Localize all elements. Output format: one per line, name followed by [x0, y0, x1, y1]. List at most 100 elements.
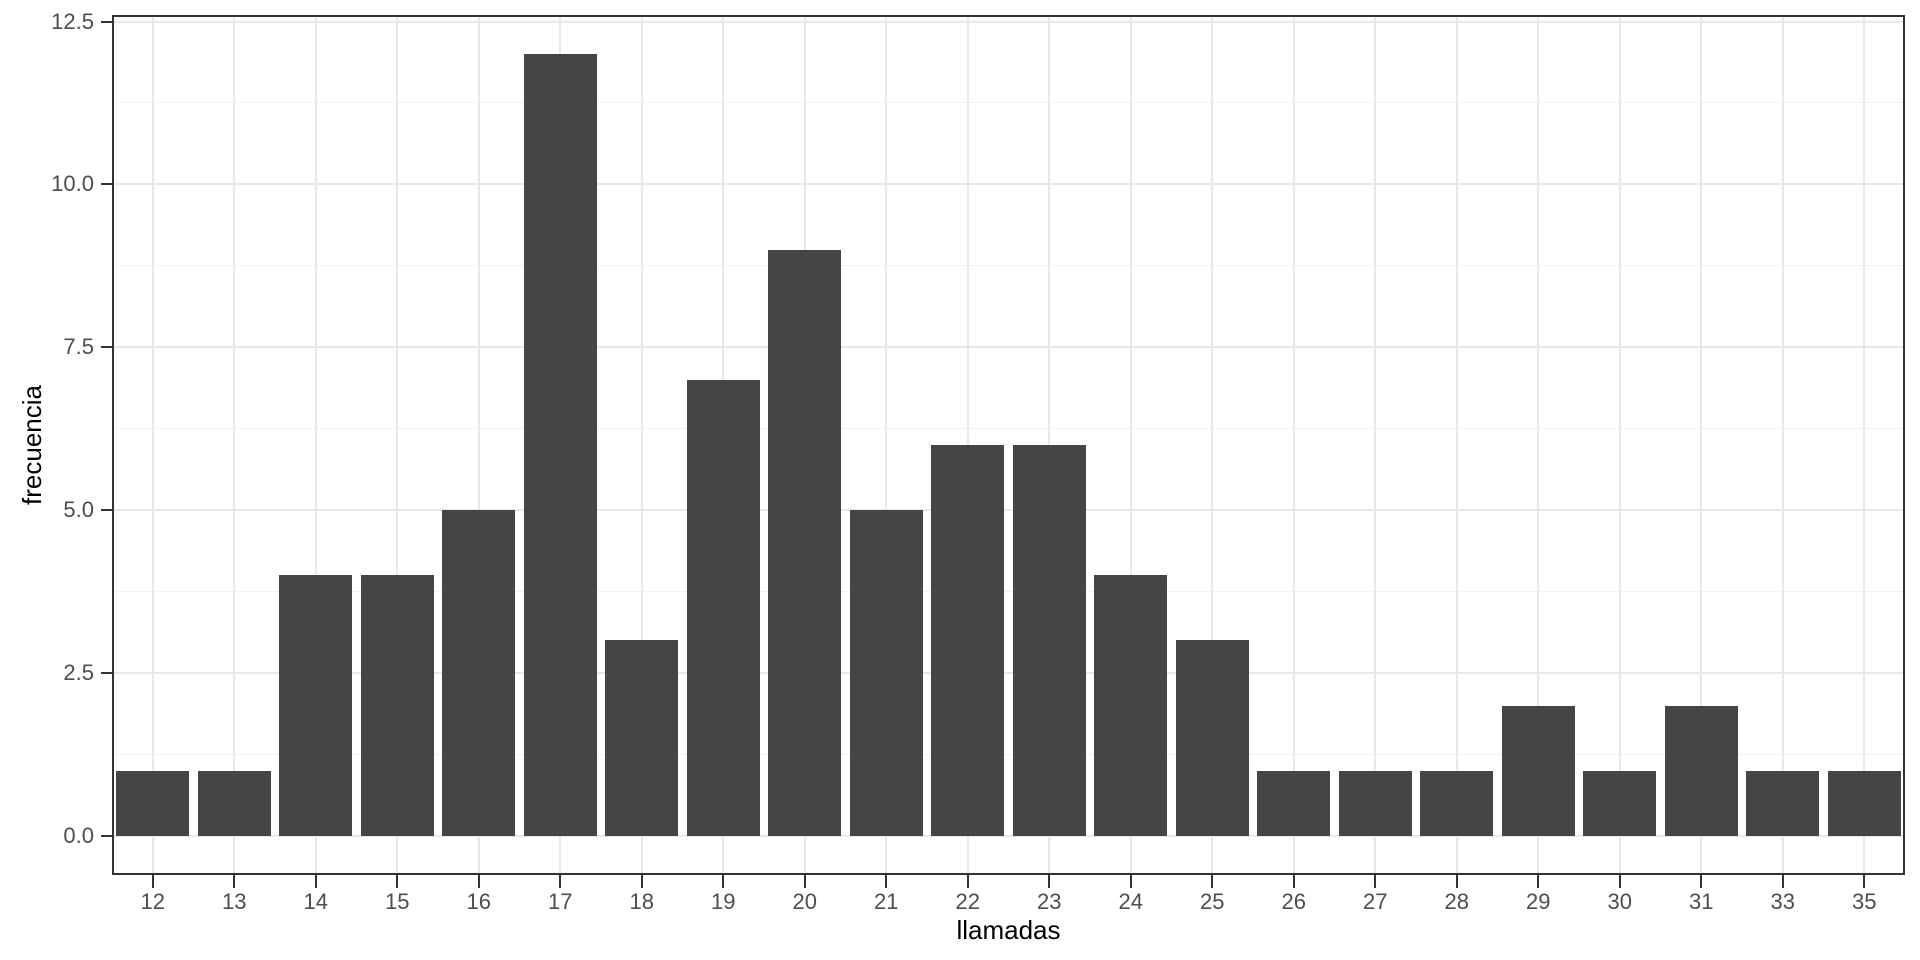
bar-12 [116, 770, 190, 836]
x-tick-label: 35 [1852, 889, 1877, 914]
bar-22 [931, 445, 1005, 836]
x-tick-label: 21 [874, 889, 899, 914]
x-tick-label: 20 [792, 889, 817, 914]
gridline-major-vertical [1129, 15, 1132, 875]
x-tick-mark [151, 875, 154, 888]
bar-31 [1664, 705, 1738, 836]
x-tick-mark [885, 875, 888, 888]
x-tick-mark [1211, 875, 1214, 888]
bar-35 [1827, 770, 1901, 836]
gridline-major-vertical [1374, 15, 1377, 875]
x-tick-mark [1863, 875, 1866, 888]
gridline-major-vertical [1292, 15, 1295, 875]
x-tick-mark [803, 875, 806, 888]
y-tick-label: 2.5 [63, 660, 94, 686]
bar-18 [605, 640, 679, 836]
x-tick-mark [1455, 875, 1458, 888]
bar-33 [1746, 770, 1820, 836]
plot-panel [112, 15, 1905, 875]
gridline-minor-horizontal [112, 102, 1905, 104]
bar-13 [197, 770, 271, 836]
x-tick-label: 17 [548, 889, 573, 914]
x-tick-mark [1700, 875, 1703, 888]
x-tick-label: 31 [1689, 889, 1714, 914]
gridline-minor-horizontal [112, 265, 1905, 267]
bar-27 [1338, 770, 1412, 836]
x-tick-mark [1129, 875, 1132, 888]
x-tick-label: 29 [1526, 889, 1551, 914]
gridline-major-horizontal [112, 834, 1905, 837]
x-tick-label: 12 [140, 889, 165, 914]
y-tick-label: 10.0 [51, 171, 94, 197]
bar-19 [686, 379, 760, 836]
y-tick-label: 0.0 [63, 822, 94, 848]
x-tick-mark [1292, 875, 1295, 888]
gridline-major-horizontal [112, 20, 1905, 23]
x-tick-mark [396, 875, 399, 888]
gridline-major-horizontal [112, 183, 1905, 186]
x-tick-label: 24 [1118, 889, 1143, 914]
x-tick-label: 30 [1607, 889, 1632, 914]
x-tick-label: 14 [303, 889, 328, 914]
x-tick-label: 13 [222, 889, 247, 914]
gridline-major-vertical [1211, 15, 1214, 875]
bar-29 [1501, 705, 1575, 836]
x-tick-label: 28 [1444, 889, 1469, 914]
gridline-major-vertical [1700, 15, 1703, 875]
x-tick-mark [722, 875, 725, 888]
gridline-minor-horizontal [112, 428, 1905, 430]
x-tick-mark [966, 875, 969, 888]
y-tick-mark [101, 509, 112, 512]
x-tick-label: 15 [385, 889, 410, 914]
y-tick-mark [101, 183, 112, 186]
x-tick-mark [477, 875, 480, 888]
x-axis-title: llamadas [956, 915, 1061, 945]
x-tick-mark [314, 875, 317, 888]
gridline-major-horizontal [112, 346, 1905, 349]
gridline-minor-horizontal [112, 753, 1905, 755]
x-tick-mark [1781, 875, 1784, 888]
gridline-minor-horizontal [112, 591, 1905, 593]
y-tick-label: 7.5 [63, 334, 94, 360]
x-tick-mark [1374, 875, 1377, 888]
x-tick-label: 23 [1037, 889, 1062, 914]
x-tick-label: 19 [711, 889, 736, 914]
bar-15 [360, 575, 434, 836]
x-tick-mark [233, 875, 236, 888]
x-tick-label: 18 [629, 889, 654, 914]
gridline-major-vertical [151, 15, 154, 875]
gridline-major-vertical [477, 15, 480, 875]
bar-23 [1012, 445, 1086, 836]
gridline-major-vertical [885, 15, 888, 875]
y-tick-label: 12.5 [51, 8, 94, 34]
gridline-major-horizontal [112, 672, 1905, 675]
x-tick-label: 26 [1281, 889, 1306, 914]
gridline-major-vertical [1618, 15, 1621, 875]
gridline-major-vertical [1455, 15, 1458, 875]
bar-14 [279, 575, 353, 836]
x-tick-label: 16 [466, 889, 491, 914]
bar-17 [523, 54, 597, 836]
x-tick-mark [640, 875, 643, 888]
gridline-major-vertical [1863, 15, 1866, 875]
gridline-major-vertical [1781, 15, 1784, 875]
gridline-major-vertical [640, 15, 643, 875]
x-tick-mark [1537, 875, 1540, 888]
gridline-major-horizontal [112, 509, 1905, 512]
y-tick-mark [101, 834, 112, 837]
x-tick-label: 25 [1200, 889, 1225, 914]
bar-25 [1175, 640, 1249, 836]
bar-21 [849, 510, 923, 836]
x-tick-mark [1048, 875, 1051, 888]
bar-16 [442, 510, 516, 836]
x-tick-mark [559, 875, 562, 888]
y-tick-mark [101, 346, 112, 349]
gridline-major-vertical [1537, 15, 1540, 875]
x-tick-mark [1618, 875, 1621, 888]
x-tick-label: 33 [1770, 889, 1795, 914]
gridline-major-vertical [233, 15, 236, 875]
y-tick-mark [101, 20, 112, 23]
gridline-major-vertical [314, 15, 317, 875]
bar-26 [1257, 770, 1331, 836]
